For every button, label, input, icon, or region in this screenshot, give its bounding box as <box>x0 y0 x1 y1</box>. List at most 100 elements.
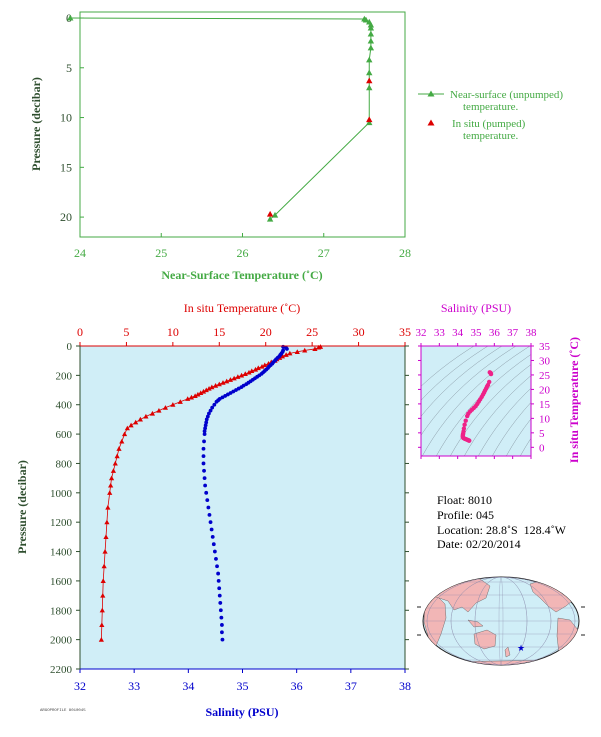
profile-temperature-point <box>137 416 143 422</box>
near-surface-unpumped-point <box>271 211 279 218</box>
ts-temp-tick-label: 35 <box>539 341 551 353</box>
profile-salinity-point <box>202 468 206 473</box>
near-surface-unpumped-point <box>367 30 375 37</box>
profile-temperature-point <box>99 622 105 628</box>
near-surface-plot-frame <box>79 11 406 238</box>
near-surface-unpumped-point <box>366 69 373 76</box>
profile-temperature-point <box>216 381 222 387</box>
near-surface-unpumped-point <box>366 119 373 126</box>
ts-salinity-tick-label: 35 <box>471 327 483 339</box>
near-surface-pumped-point <box>266 210 274 217</box>
profile-temperature-point <box>287 350 293 356</box>
profile-salinity-point <box>201 446 206 451</box>
profile-temperature-point <box>112 460 118 466</box>
ts-isopycnal-line <box>450 364 531 456</box>
profile-temperature-point <box>198 390 204 396</box>
profile-temperature-point <box>262 362 268 368</box>
profile-ticks: 0 5 10 15 20 25 30 35 32 33 34 35 36 37 38 0 200 400 600 80… <box>50 325 411 693</box>
profile-salinity-point <box>219 615 224 620</box>
profile-salinity-point <box>210 405 215 410</box>
profile-salinity-point <box>205 498 210 503</box>
location-value: 28.8˚S 128.4˚W <box>485 523 566 537</box>
ts-top-axis-label: Salinity (PSU) <box>441 301 511 315</box>
profile-temp-tick-label: 35 <box>399 325 411 339</box>
profile-pressure-tick-label: 200 <box>56 370 73 382</box>
profile-temperature-point <box>101 563 107 569</box>
profile-pressure-tick-label: 2200 <box>50 664 73 676</box>
profile-temperature-point <box>255 365 261 371</box>
profile-salinity-point <box>209 527 214 532</box>
near-surface-x-tick-label: 25 <box>155 246 167 260</box>
ts-temp-tick-label: 0 <box>539 442 545 454</box>
profile-salinity-point <box>208 520 213 525</box>
near-surface-temperature-chart: Near-Surface Temperature (˚C) Pressure (… <box>29 11 563 282</box>
profile-salinity-point <box>220 630 224 635</box>
profile-temperature-point <box>128 422 134 428</box>
profile-temperature-point <box>185 396 191 401</box>
profile-salinity-point <box>204 417 209 422</box>
profile-salinity-point <box>217 593 222 598</box>
profile-pressure-tick-label: 800 <box>56 458 73 470</box>
near-surface-unpumped-point <box>67 14 74 21</box>
date-value: 02/20/2014 <box>466 537 521 551</box>
profile-temperature-point <box>102 548 108 554</box>
legend-marker-unpumped <box>427 90 435 97</box>
ts-salinity-tick-label: 33 <box>434 327 446 339</box>
land-australia <box>473 629 497 650</box>
profile-temperature-point <box>249 368 255 374</box>
profile-salinity-point <box>214 556 218 561</box>
profile-pressure-tick-label: 1400 <box>50 547 73 559</box>
profile-temperature-point <box>238 372 245 378</box>
profile-pressure-tick-label: 400 <box>56 400 73 412</box>
near-surface-unpumped-point <box>362 16 370 23</box>
profile-temp-tick-label: 15 <box>213 325 225 339</box>
profile-top-axis-label: In situ Temperature (˚C) <box>184 301 301 315</box>
profile-salinity-point <box>218 601 223 605</box>
profile-series <box>98 344 324 642</box>
ts-point <box>462 422 467 427</box>
profile-salinity-tick-label: 32 <box>74 679 86 693</box>
profile-temp-tick-label: 0 <box>77 325 83 339</box>
date-label: Date: <box>437 537 463 551</box>
near-surface-unpumped-point <box>366 84 373 91</box>
profile-temperature-point <box>116 446 122 451</box>
profile-temperature-point <box>200 388 207 394</box>
land-new-zealand <box>504 646 511 658</box>
profile-temperature-point <box>124 425 130 431</box>
location-line: Location: 28.8˚S 128.4˚W <box>425 508 566 553</box>
profile-temperature-point <box>259 363 265 369</box>
profile-salinity-point <box>202 432 207 436</box>
legend-label-pumped-line2: temperature. <box>463 130 519 142</box>
profile-temperature-point <box>149 410 156 416</box>
profile-pressure-tick-label: 1000 <box>50 488 73 500</box>
profile-salinity-point <box>207 411 211 416</box>
profile-salinity-point <box>203 426 208 431</box>
profile-salinity-point <box>217 586 222 591</box>
float-label: Float: <box>437 493 466 507</box>
float-value: 8010 <box>468 493 493 507</box>
ts-isopycnal-line <box>421 346 517 436</box>
profile-temp-tick-label: 25 <box>306 325 318 339</box>
profile-plot-background <box>80 346 405 669</box>
near-surface-legend: Near-surface (unpumped) temperature. In … <box>418 89 563 142</box>
near-surface-y-tick-label: 15 <box>60 160 72 174</box>
world-map: ★ <box>417 576 585 666</box>
profile-temperature-point <box>104 519 110 525</box>
ts-isopycnal-line <box>421 346 475 387</box>
profile-temp-tick-label: 20 <box>260 325 272 339</box>
profile-salinity-point <box>218 608 223 613</box>
profile-salinity-point <box>208 408 213 413</box>
profile-salinity-point <box>202 476 207 481</box>
profile-bottom-axis-label: Salinity (PSU) <box>205 705 278 719</box>
profile-salinity-point <box>214 399 219 404</box>
profile-temperature-point <box>100 578 106 583</box>
profile-temperature-point <box>203 387 209 393</box>
float-id-line: Float: 8010 <box>425 478 492 523</box>
profile-temp-tick-label: 10 <box>167 325 179 339</box>
profile-salinity-point <box>202 429 207 434</box>
profile-salinity-point <box>207 512 212 517</box>
profile-label: Profile: <box>437 508 473 522</box>
near-surface-y-tick-label: 5 <box>66 61 72 75</box>
profile-salinity-point <box>212 549 217 554</box>
near-surface-pumped-point <box>366 77 373 84</box>
